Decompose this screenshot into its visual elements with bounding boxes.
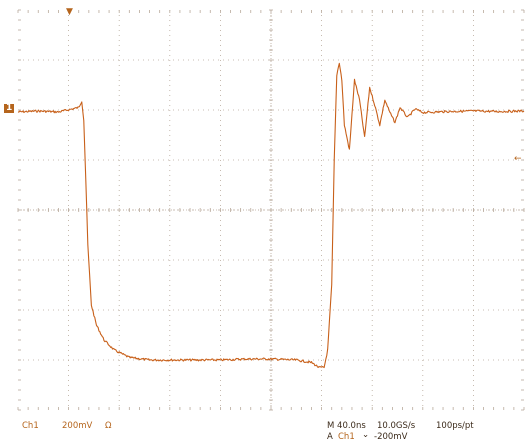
trigger-slope-icon: ⌄ [362,430,370,440]
timebase-readout: M 40.0ns [327,421,366,431]
channel-ground-marker: 1 [4,103,15,113]
resolution-readout: 100ps/pt [436,421,474,431]
ch1-waveform [17,62,525,369]
trigger-level-marker: ← [514,154,522,164]
trigger-prefix: A [327,432,333,442]
trigger-position-marker: ▼ [66,7,73,17]
channel-label: Ch1 [22,421,39,431]
graticule-grid [17,9,525,411]
trigger-source: Ch1 [338,432,355,442]
volts-per-div-readout: 200mV [62,421,93,431]
sample-rate-readout: 10.0GS/s [377,421,416,431]
waveform-trace [17,62,525,369]
trigger-level-readout: -200mV [374,432,408,442]
coupling-symbol: Ω [105,421,112,431]
